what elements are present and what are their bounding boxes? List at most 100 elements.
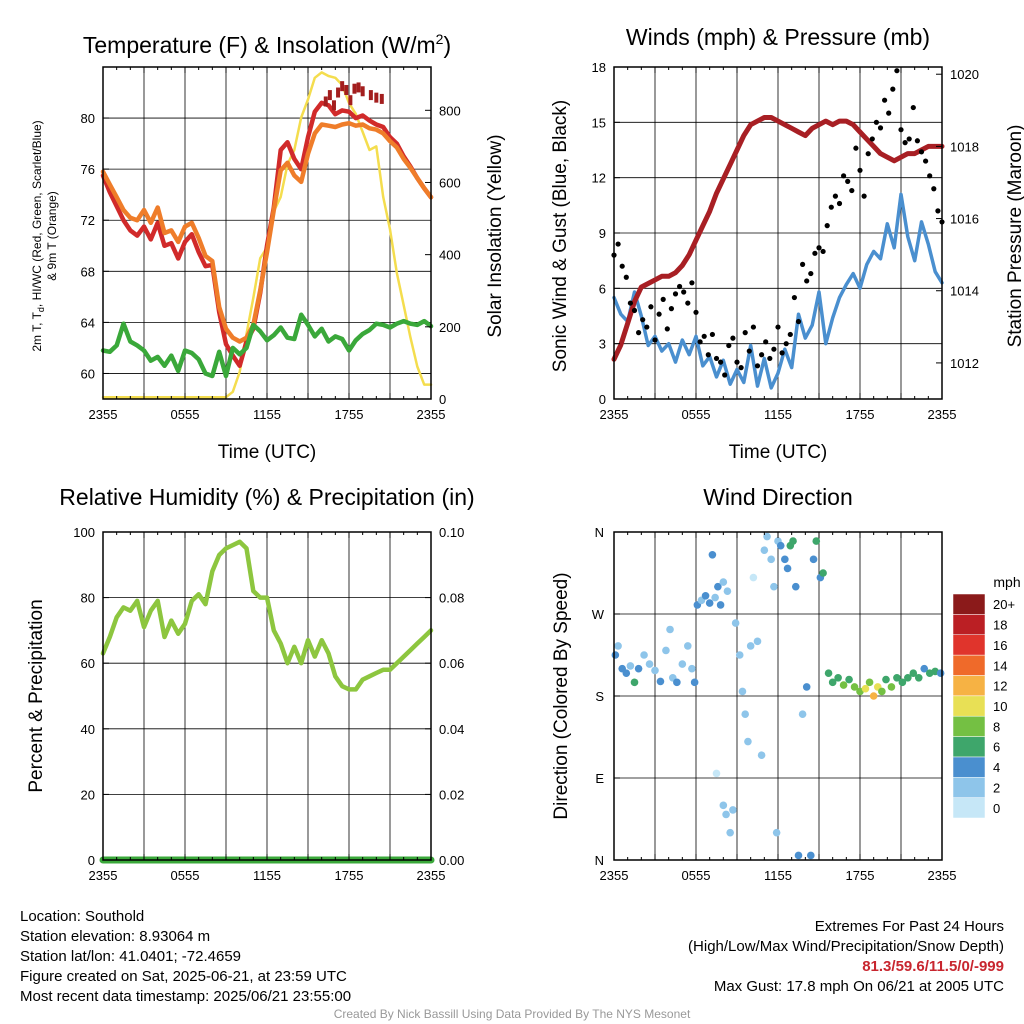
gust-point — [681, 289, 687, 295]
direction-panel: Wind Direction Direction (Colored By Spe… — [551, 484, 1021, 820]
x-tick-label-4: 1155 — [764, 868, 792, 883]
colorbar-label: 6 — [993, 740, 1000, 755]
colorbar-swatch — [952, 777, 986, 798]
y-tick-label-1: 60 — [81, 366, 95, 381]
wind-direction-point — [770, 582, 778, 591]
wind-direction-point — [738, 687, 747, 696]
colorbar-label: 8 — [993, 719, 1000, 734]
wind-direction-point — [834, 673, 842, 682]
x-tick-label-3: 1755 — [335, 868, 364, 883]
wind-direction-point — [708, 550, 717, 559]
wind-direction-point — [690, 678, 699, 687]
y-tick-label-3: 40 — [81, 722, 95, 737]
heat-index-mark — [379, 93, 384, 104]
wind-direction-point — [719, 801, 728, 810]
y-tick-label-1: 68 — [81, 264, 95, 279]
wind-direction-point — [807, 851, 815, 860]
humidity-panel-title: Relative Humidity (%) & Precipitation (i… — [59, 484, 474, 510]
extremes-title: Extremes For Past 24 Hours — [814, 918, 1004, 935]
gust-point — [779, 350, 785, 356]
colorbar-label: 18 — [993, 618, 1007, 633]
wind-direction-point — [645, 660, 654, 668]
wind-direction-point — [753, 637, 762, 646]
heat-index-mark — [344, 84, 349, 95]
colorbar-label: 2 — [993, 780, 1000, 795]
y-tick-label-3: 80 — [81, 591, 95, 606]
gust-point — [771, 346, 777, 352]
colorbar-label: 12 — [993, 679, 1007, 694]
heat-index-mark — [331, 100, 336, 111]
x-tick-label-3: 1155 — [253, 868, 281, 883]
wind-direction-point — [882, 675, 890, 684]
heat-index-mark — [327, 90, 332, 101]
wind-direction-point — [634, 664, 643, 673]
y2-tick-label-3: 0.08 — [439, 591, 464, 606]
y2-tick-label-3: 0.02 — [439, 787, 464, 802]
gust-point — [652, 337, 658, 343]
wind-direction-point — [789, 537, 797, 545]
gust-point — [857, 167, 863, 173]
colorbar-label: 4 — [993, 760, 1000, 775]
y-tick-label-3: 100 — [73, 525, 95, 540]
max-gust: Max Gust: 17.8 mph On 06/21 at 2005 UTC — [713, 978, 1004, 995]
y-tick-label-2: 6 — [599, 281, 606, 296]
gust-point — [832, 193, 839, 199]
station-pressure-line — [611, 115, 945, 362]
wind-direction-point — [909, 669, 918, 678]
wind-direction-point — [809, 555, 818, 564]
x-tick-label-1: 2355 — [417, 407, 446, 422]
direction-tick-label: W — [592, 607, 605, 622]
wind-direction-point — [640, 651, 648, 659]
wind-direction-point — [673, 678, 681, 687]
colorbar-swatch — [952, 675, 986, 697]
wind-direction-point — [781, 555, 789, 564]
wind-direction-point — [914, 673, 923, 682]
gust-point — [664, 326, 670, 332]
wind-direction-point — [869, 692, 878, 700]
y-tick-label-1: 64 — [81, 315, 95, 330]
wind-direction-point — [729, 806, 737, 814]
wind-direction-point — [723, 587, 732, 596]
wind-direction-point — [716, 601, 725, 609]
colorbar-title: mph — [993, 574, 1020, 590]
wind-direction-point — [731, 619, 740, 627]
y-tick-label-2: 3 — [599, 337, 606, 352]
gust-point — [656, 311, 662, 317]
y2-tick-label-3: 0.10 — [439, 525, 464, 540]
temperature-x-axis-label: Time (UTC) — [218, 442, 317, 463]
y-tick-label-3: 20 — [81, 787, 95, 802]
wind-direction-point — [763, 532, 771, 541]
wind-direction-point — [630, 678, 639, 687]
gust-point — [636, 330, 642, 336]
gust-point — [734, 359, 740, 365]
wind-axis-label: Sonic Wind & Gust (Blue, Black) — [550, 100, 571, 372]
x-tick-label-1: 2355 — [89, 407, 118, 422]
wind-direction-point — [824, 669, 833, 678]
wind-direction-point — [904, 673, 912, 682]
y2-tick-label-3: 0.06 — [439, 656, 464, 671]
heat-index-mark — [356, 82, 361, 93]
gust-point — [640, 317, 646, 323]
y-tick-label-2: 0 — [599, 392, 606, 407]
gust-point — [677, 283, 683, 290]
temperature-panel: Temperature (F) & Insolation (W/m2) 2m T… — [30, 31, 506, 463]
insolation-line — [101, 71, 433, 399]
heat-index-mark — [374, 92, 379, 103]
y2-tick-label-3: 0.04 — [439, 722, 464, 737]
gust-point — [791, 294, 798, 301]
y-tick-label-2: 15 — [592, 115, 606, 130]
colorbar-swatch — [952, 797, 986, 819]
x-tick-label-1: 0555 — [171, 407, 200, 422]
gust-point — [627, 300, 634, 306]
gust-point — [890, 86, 896, 92]
gust-point — [914, 138, 921, 144]
wind-direction-point — [791, 582, 800, 591]
station-info: Location: Southold Station elevation: 8.… — [20, 907, 351, 1007]
wind-direction-point — [626, 662, 635, 670]
heat-index-mark — [348, 95, 353, 106]
colorbar-swatch — [952, 614, 986, 635]
winds-panel: Winds (mph) & Pressure (mb) Sonic Wind &… — [550, 24, 1024, 463]
gust-point — [816, 245, 822, 251]
colorbar-swatch — [952, 654, 986, 676]
gust-point — [869, 136, 875, 142]
